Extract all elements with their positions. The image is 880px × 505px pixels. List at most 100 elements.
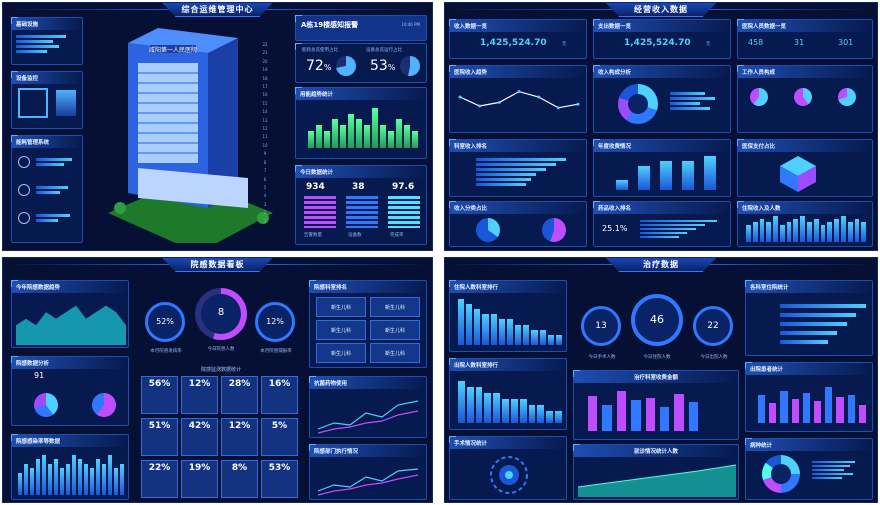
floor-number[interactable]: 22	[262, 42, 268, 47]
bar	[30, 468, 34, 495]
bar	[324, 130, 330, 148]
metric-cell[interactable]: 56%	[141, 376, 178, 414]
department-name: 新生儿科	[330, 351, 351, 357]
inpatient-bar-chart	[746, 216, 867, 242]
area-fill	[16, 305, 126, 345]
infection-area-chart	[16, 305, 126, 345]
analysis-pie-2	[92, 393, 116, 417]
floor-index: 22 21 20 19 18 17 16 15 14 13 12 11 10 9 8 7 6 5 4 3 2 1	[258, 41, 272, 226]
charges-bars	[588, 387, 698, 431]
metric-value: 28%	[228, 379, 251, 389]
floor-number[interactable]: 16	[262, 92, 268, 98]
floor-number[interactable]: 9	[263, 151, 267, 157]
floor-number[interactable]: 19	[262, 67, 268, 73]
visits-panel: 就诊情况统计人数	[573, 444, 739, 500]
metric-cell[interactable]: 16%	[261, 376, 298, 414]
department-tile[interactable]: 新生儿科	[316, 297, 366, 317]
bar	[528, 405, 536, 423]
floor-number[interactable]: 1	[263, 218, 267, 224]
composition-donut	[618, 84, 658, 124]
metric-cell[interactable]: 51%	[141, 418, 178, 456]
floor-number[interactable]: 8	[263, 159, 267, 165]
department-tile[interactable]: 新生儿科	[316, 320, 366, 340]
floor-number[interactable]: 10	[262, 142, 268, 148]
stat-label: 告警数量	[304, 233, 322, 238]
floor-number[interactable]: 13	[262, 117, 268, 123]
bar	[638, 165, 650, 190]
floor-number[interactable]: 3	[263, 201, 267, 207]
drug-ranking-panel: 药品收入排名 25.1%	[593, 201, 731, 247]
department-name: 新生儿科	[384, 328, 405, 334]
floor-number[interactable]: 14	[262, 109, 268, 115]
staff-num: 31	[794, 38, 805, 47]
floor-number[interactable]: 6	[263, 176, 267, 182]
staff-num: 301	[838, 38, 854, 47]
bar	[510, 399, 518, 423]
gauge-value: 22	[707, 321, 719, 331]
bar	[458, 381, 465, 423]
expense-card: 支出数据一览 1,425,524.70 元	[593, 19, 731, 59]
surgery-panel: 手术情况统计	[449, 436, 567, 500]
stat-label: 完成率	[390, 233, 404, 238]
panel-title: 医院人员数据一览	[738, 20, 872, 32]
panel-title: 院感科室排名	[310, 281, 426, 293]
floor-number[interactable]: 7	[263, 168, 267, 174]
floor-number[interactable]: 15	[262, 100, 268, 106]
gauge-value: 13	[595, 321, 607, 331]
metric-cell[interactable]: 12%	[181, 376, 218, 414]
department-tile[interactable]: 新生儿科	[370, 320, 420, 340]
bar	[506, 319, 514, 345]
gauge-value: 12%	[266, 317, 284, 326]
bar	[475, 387, 483, 423]
gauge-value: 52%	[156, 317, 174, 326]
bar	[72, 455, 76, 495]
metric-cell[interactable]: 19%	[181, 460, 218, 498]
bar	[704, 156, 716, 190]
metric-cell[interactable]: 22%	[141, 460, 178, 498]
stat-bars-2	[346, 196, 378, 228]
bar	[60, 468, 64, 495]
metric-cell[interactable]: 5%	[261, 418, 298, 456]
bar	[380, 125, 386, 148]
bar	[820, 224, 826, 242]
floor-number[interactable]: 18	[262, 75, 268, 81]
bar	[854, 218, 860, 242]
gauge-discharge: 22	[693, 306, 733, 346]
bar	[779, 224, 785, 242]
floor-number[interactable]: 4	[263, 193, 267, 199]
floor-number[interactable]: 11	[262, 134, 268, 140]
category-pie-1	[476, 218, 500, 242]
data-point	[556, 106, 560, 110]
operations-center-dashboard: 综合运维管理中心 基础设施 设备监控 能耗管理系统	[2, 2, 433, 251]
gauge2-value: 53%	[370, 58, 396, 74]
floor-number[interactable]: 5	[263, 184, 267, 190]
bar	[356, 119, 362, 148]
floor-number[interactable]: 12	[262, 126, 268, 132]
metric-cell[interactable]: 12%	[221, 418, 258, 456]
bar	[660, 160, 672, 190]
metric-value: 56%	[148, 379, 171, 389]
gauge-label: 今日出院人数	[700, 355, 728, 360]
department-tile[interactable]: 新生儿科	[370, 343, 420, 363]
bar	[555, 334, 563, 345]
bar	[474, 309, 481, 345]
bar	[102, 463, 106, 495]
floor-number[interactable]: 2	[263, 210, 267, 216]
bar	[372, 108, 378, 148]
metric-cell[interactable]: 8%	[221, 460, 258, 498]
metric-cell[interactable]: 42%	[181, 418, 218, 456]
alarm-header: A栋19楼感知报警 10:46 PM	[295, 15, 427, 41]
department-tile[interactable]: 新生儿科	[370, 297, 420, 317]
metric-cell[interactable]: 28%	[221, 376, 258, 414]
floor-number[interactable]: 21	[262, 50, 268, 56]
metric-cell[interactable]: 53%	[261, 460, 298, 498]
daily-stats-panel: 今日数据统计 934 38 97.6 告警数量 设备数 完成率	[295, 165, 427, 245]
metric-value: 42%	[188, 421, 211, 431]
floor-number[interactable]: 17	[262, 84, 268, 90]
panel-title: 医保支付占比	[738, 140, 872, 152]
analysis-number: 91	[34, 371, 45, 380]
gauge-today: 8	[195, 288, 247, 340]
panel-title: 出院患者统计	[746, 363, 872, 375]
department-tile[interactable]: 新生儿科	[316, 343, 366, 363]
floor-number[interactable]: 20	[262, 58, 268, 64]
